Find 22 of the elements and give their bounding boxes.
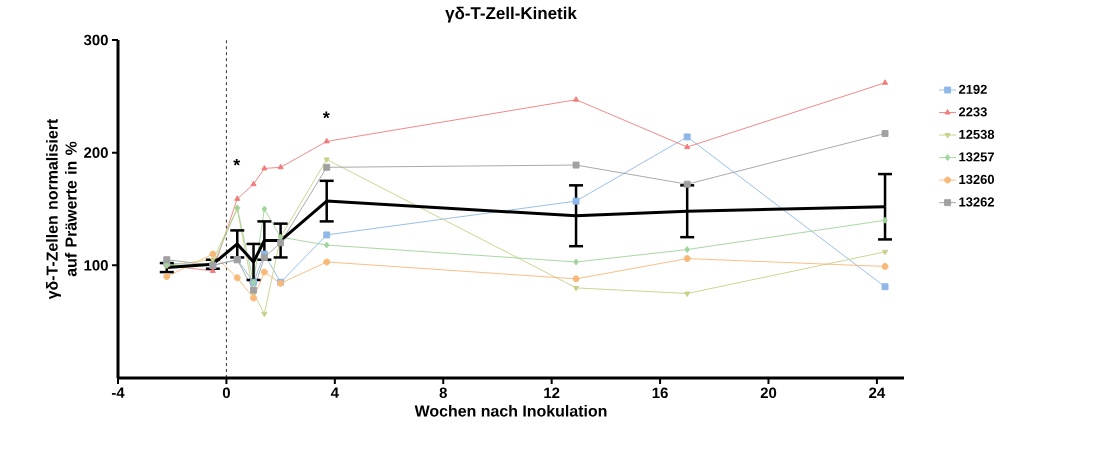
legend-label: 12538 — [959, 129, 995, 139]
legend-label: 2192 — [958, 84, 987, 94]
y-axis-title: γδ-T-Zellen normalisiert auf Präwerte in % — [46, 118, 77, 300]
y-tick-label: 200 — [84, 147, 108, 158]
x-tick-label: 12 — [544, 387, 560, 398]
annotation: * — [233, 158, 241, 166]
legend-label: 2233 — [958, 107, 987, 117]
x-tick-label: 0 — [222, 387, 230, 399]
x-tick-label: 24 — [869, 387, 886, 398]
x-tick-label: 16 — [652, 387, 668, 399]
y-tick-label: 300 — [83, 34, 108, 46]
x-tick-label: 20 — [760, 387, 777, 399]
legend-label: 13262 — [959, 197, 995, 207]
legend-label: 13257 — [959, 152, 994, 162]
x-tick-label: 8 — [439, 387, 447, 399]
chart-title: γδ-T-Zell-Kinetik — [445, 6, 577, 23]
x-tick-label: 4 — [330, 387, 339, 398]
x-tick-label: -4 — [111, 387, 125, 398]
x-axis-title: Wochen nach Inokulation — [414, 404, 607, 417]
y-tick-label: 100 — [84, 260, 108, 271]
legend-label: 13260 — [959, 174, 995, 185]
annotation: * — [322, 111, 330, 119]
